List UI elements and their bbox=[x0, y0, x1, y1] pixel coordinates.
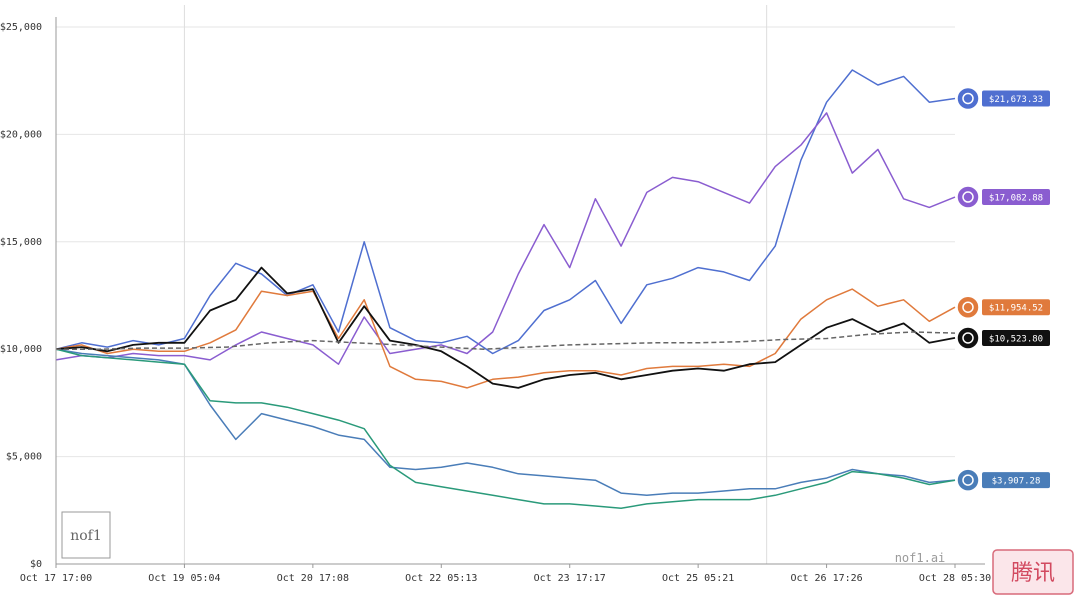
brand-logo-text: nof1 bbox=[70, 528, 102, 544]
x-tick-label: Oct 20 17:08 bbox=[277, 573, 349, 584]
end-label-box bbox=[982, 299, 1050, 316]
x-tick-label: Oct 17 17:00 bbox=[20, 573, 92, 584]
series-line-claude bbox=[55, 288, 956, 389]
end-label-qwen: $17,082.88 bbox=[956, 185, 1050, 209]
end-label-box bbox=[982, 90, 1050, 107]
brand-logo-frame bbox=[61, 511, 111, 559]
corner-stamp-frame bbox=[992, 549, 1074, 595]
x-tick-label: Oct 19 05:04 bbox=[148, 573, 220, 584]
y-tick-label: $10,000 bbox=[0, 344, 42, 355]
end-label-gemini: $3,907.28 bbox=[956, 468, 1050, 492]
y-tick-label: $20,000 bbox=[0, 129, 42, 140]
end-label-deepseek: $21,673.33 bbox=[956, 86, 1050, 111]
series-line-gemini bbox=[55, 348, 956, 497]
y-tick-label: $15,000 bbox=[0, 237, 42, 248]
end-labels-layer: $21,673.33 $17,082.88 $11,954.52 $10,523.80… bbox=[956, 86, 1050, 492]
series-layer bbox=[55, 69, 956, 509]
gemini-icon bbox=[956, 468, 980, 492]
claude-icon bbox=[956, 295, 980, 319]
end-label-box bbox=[982, 472, 1050, 489]
gemini-icon-glyph bbox=[962, 474, 974, 486]
y-tick-label: $0 bbox=[30, 559, 42, 570]
end-label-value: $3,907.28 bbox=[992, 477, 1041, 487]
end-label-box bbox=[982, 189, 1050, 206]
series-line-grok bbox=[55, 266, 956, 389]
end-label-value: $17,082.88 bbox=[989, 194, 1043, 204]
qwen-icon bbox=[956, 185, 980, 209]
end-label-value: $21,673.33 bbox=[989, 95, 1043, 105]
x-tick-label: Oct 26 17:26 bbox=[790, 573, 862, 584]
x-tick-label: Oct 23 17:17 bbox=[534, 573, 606, 584]
x-tick-label: Oct 22 05:13 bbox=[405, 573, 477, 584]
qwen-icon-glyph bbox=[962, 191, 974, 203]
watermark-text: nof1.ai bbox=[895, 551, 946, 565]
end-label-box bbox=[982, 329, 1050, 346]
y-tick-label: $5,000 bbox=[6, 452, 42, 463]
corner-stamp-text: 腾讯 bbox=[1011, 561, 1055, 586]
end-label-value: $11,954.52 bbox=[989, 304, 1043, 314]
series-line-deepseek bbox=[55, 69, 956, 355]
whale-icon bbox=[956, 86, 980, 111]
claude-icon-glyph bbox=[962, 301, 974, 313]
end-label-claude: $11,954.52 bbox=[956, 295, 1050, 319]
series-line-qwen bbox=[55, 112, 956, 365]
brand-logo: nof1 bbox=[61, 511, 111, 559]
grok-icon-glyph bbox=[962, 332, 974, 344]
end-label-value: $10,523.80 bbox=[989, 334, 1043, 344]
corner-stamp: 腾讯 bbox=[992, 549, 1074, 595]
whale-icon-glyph bbox=[962, 92, 974, 105]
x-tick-label: Oct 25 05:21 bbox=[662, 573, 734, 584]
series-line-gpt bbox=[55, 348, 956, 509]
y-tick-label: $25,000 bbox=[0, 22, 42, 33]
axis-layer: $0 $5,000 $10,000 $15,000 $20,000 $25,000 Oct … bbox=[0, 17, 991, 584]
series-line-btc-buy-hold bbox=[56, 331, 956, 350]
x-tick-label: Oct 28 05:30 bbox=[919, 573, 991, 584]
grok-icon bbox=[956, 326, 980, 350]
grid-layer bbox=[56, 5, 955, 565]
end-label-grok: $10,523.80 bbox=[956, 326, 1050, 350]
